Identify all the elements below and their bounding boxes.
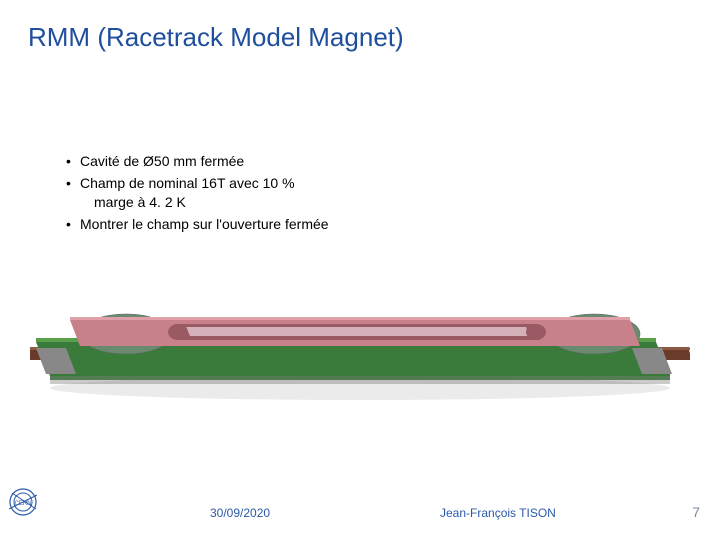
bullet-list: Cavité de Ø50 mm ferméeChamp de nominal … xyxy=(66,152,329,236)
page-number: 7 xyxy=(692,504,700,520)
bullet-item: Cavité de Ø50 mm fermée xyxy=(66,152,329,172)
page-title: RMM (Racetrack Model Magnet) xyxy=(28,22,404,53)
svg-text:CERN: CERN xyxy=(14,501,31,507)
magnet-figure xyxy=(30,250,690,420)
bullet-item: Montrer le champ sur l'ouverture fermée xyxy=(66,215,329,235)
footer-author: Jean-François TISON xyxy=(440,506,556,520)
footer: CERN 30/09/2020 Jean-François TISON 7 xyxy=(0,500,720,528)
footer-date: 30/09/2020 xyxy=(210,506,270,520)
cern-logo-icon: CERN xyxy=(6,485,40,524)
bullet-item: Champ de nominal 16T avec 10 %marge à 4.… xyxy=(66,174,329,213)
slide: RMM (Racetrack Model Magnet) Cavité de Ø… xyxy=(0,0,720,540)
